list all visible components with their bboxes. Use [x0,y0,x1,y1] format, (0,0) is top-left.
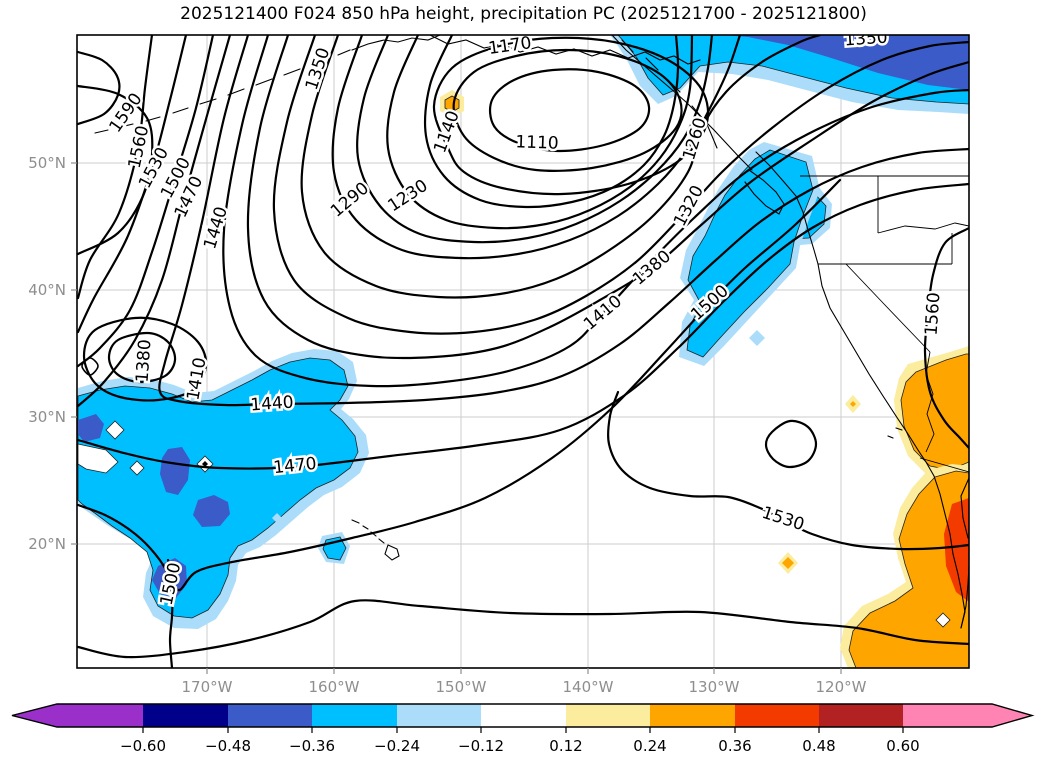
y-tick-label: 30°N [28,408,66,426]
x-tick-label: 150°W [436,678,487,696]
colorbar-tick-label: −0.60 [120,737,166,755]
height-contours [77,35,969,668]
y-tick-label: 20°N [28,535,66,553]
colorbar: −0.60 −0.48 −0.36 −0.24 −0.12 0.12 0.24 0.36 0.4… [11,703,1035,755]
contour-label: 1170 [487,33,533,59]
colorbar-tick-label: −0.12 [458,737,504,755]
colorbar-tick-label: −0.24 [374,737,420,755]
x-tick-label: 130°W [689,678,740,696]
contour-label: 1350 [844,28,889,51]
colorbar-segment [735,704,819,727]
axes-frame [76,34,970,669]
colorbar-tick-label: 0.24 [633,737,666,755]
x-tick-label: 120°W [816,678,867,696]
y-tick-label: 40°N [28,281,66,299]
contour-label: 1380 [133,339,156,384]
colorbar-tick-labels: −0.60 −0.48 −0.36 −0.24 −0.12 0.12 0.24 0.36 0.4… [120,737,920,755]
plot-title: 2025121400 F024 850 hPa height, precipit… [180,4,867,24]
colorbar-segment [312,704,397,727]
x-tick-label: 140°W [563,678,614,696]
colorbar-segment [566,704,650,727]
colorbar-segment [228,704,312,727]
colorbar-tick-label: 0.36 [718,737,751,755]
y-tick-label: 50°N [28,154,66,172]
contour-label: 1110 [515,132,559,153]
x-tick-label: 160°W [309,678,360,696]
colorbar-segment [481,704,566,727]
colorbar-tick-label: −0.48 [205,737,251,755]
colorbar-segment [819,704,903,727]
colorbar-tick-label: 0.48 [802,737,835,755]
colorbar-outline [11,703,1035,728]
colorbar-segment [650,704,735,727]
contour-label: 1440 [250,393,295,416]
colorbar-segment [397,704,481,727]
state-borders [800,175,969,473]
contour-label: 1560 [922,292,945,337]
x-tick-label: 170°W [182,678,233,696]
colorbar-ticks [142,727,904,733]
axis-ticks [71,162,842,674]
colorbar-segment [143,704,228,727]
colorbar-over-arrow [903,704,1032,727]
colorbar-tick-label: 0.60 [886,737,919,755]
colorbar-under-arrow [12,704,143,727]
axis-tick-labels: 170°W 160°W 150°W 140°W 130°W 120°W 50°N 40°N 30… [28,154,866,696]
colorbar-tick-label: −0.36 [289,737,335,755]
colorbar-tick-label: 0.12 [549,737,582,755]
